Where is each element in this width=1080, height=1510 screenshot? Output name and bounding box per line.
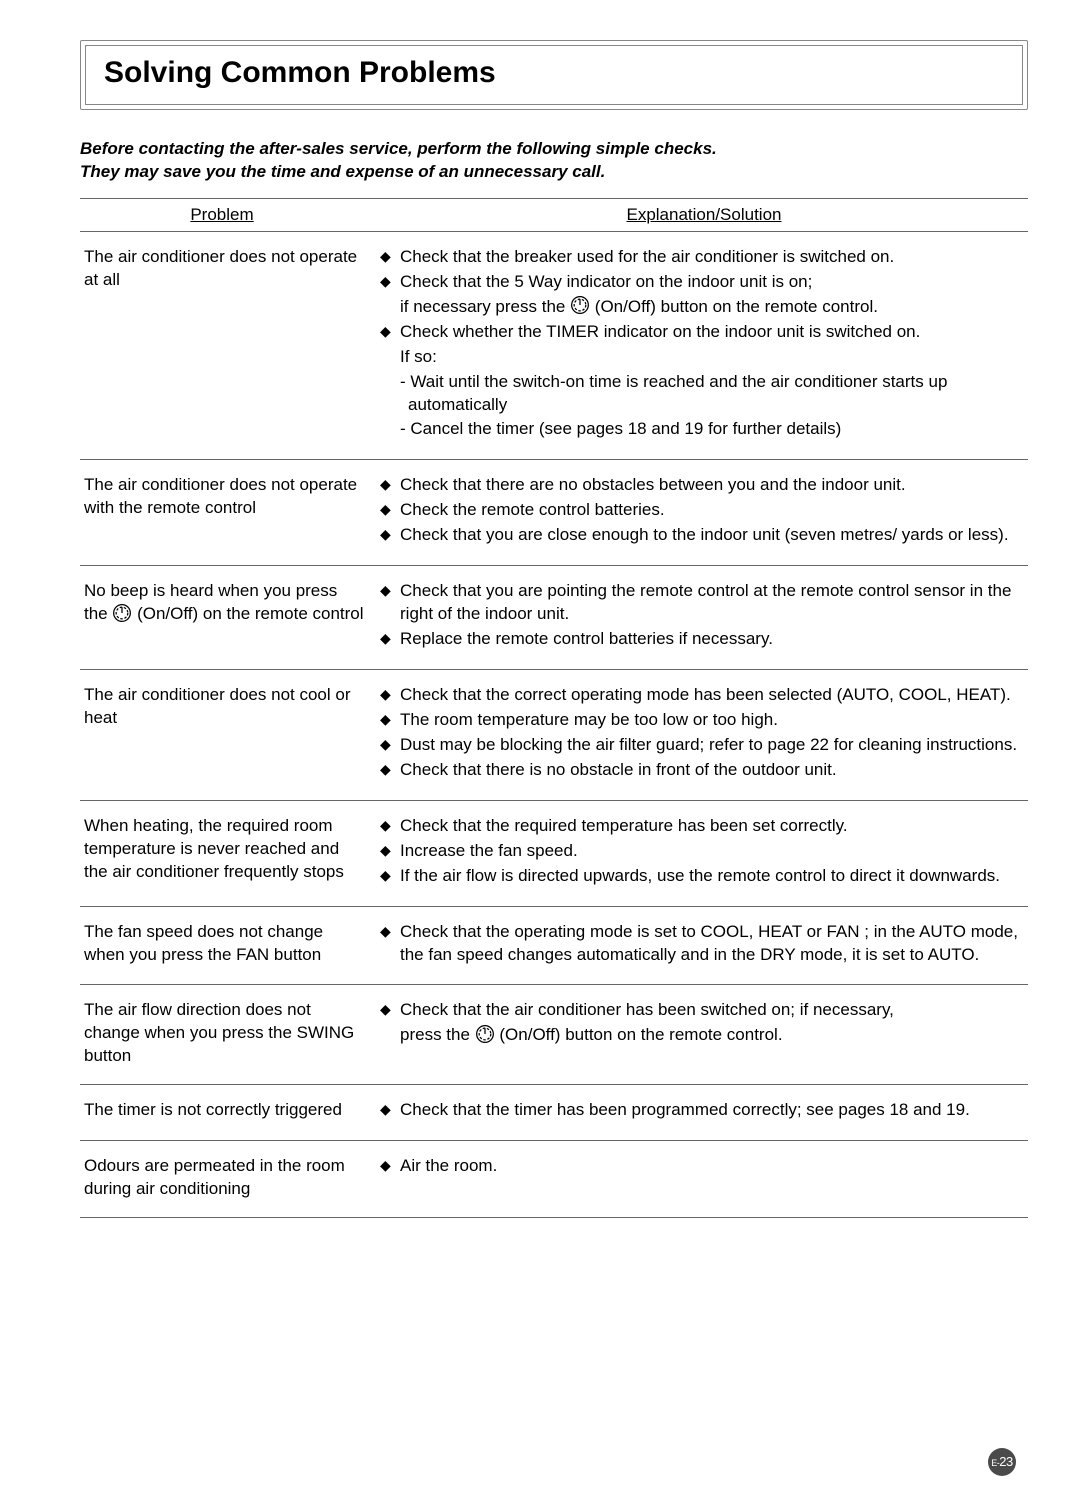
solution-cell: Check that the operating mode is set to … <box>380 921 1028 969</box>
bullet-item: Check that there are no obstacles betwee… <box>380 474 1028 497</box>
problem-cell: The air conditioner does not operate at … <box>80 246 380 444</box>
table-row: No beep is heard when you press the (On/… <box>80 566 1028 670</box>
bullet-item: Check that the timer has been programmed… <box>380 1099 1028 1122</box>
problem-cell: No beep is heard when you press the (On/… <box>80 580 380 653</box>
solution-cell: Check that the breaker used for the air … <box>380 246 1028 444</box>
problem-cell: The air conditioner does not operate wit… <box>80 474 380 549</box>
intro-line-2: They may save you the time and expense o… <box>80 161 1028 184</box>
bullet-item: Check that you are close enough to the i… <box>380 524 1028 547</box>
bullet-item: Check the remote control batteries. <box>380 499 1028 522</box>
line-text-post: (On/Off) button on the remote control. <box>495 1025 783 1044</box>
bullet-item: Check that the 5 Way indicator on the in… <box>380 271 1028 294</box>
table-row: When heating, the required room temperat… <box>80 801 1028 907</box>
problem-cell: The timer is not correctly triggered <box>80 1099 380 1124</box>
title-box: Solving Common Problems <box>85 45 1023 105</box>
table-row: The fan speed does not change when you p… <box>80 907 1028 986</box>
solution-list: Check that you are pointing the remote c… <box>380 580 1028 651</box>
page-title: Solving Common Problems <box>104 56 1004 90</box>
solution-cell: Air the room. <box>380 1155 1028 1201</box>
solution-cell: Check that there are no obstacles betwee… <box>380 474 1028 549</box>
solution-list: Check that there are no obstacles betwee… <box>380 474 1028 547</box>
problem-cell: The air conditioner does not cool or hea… <box>80 684 380 784</box>
solution-cell: Check that you are pointing the remote c… <box>380 580 1028 653</box>
table-row: The air conditioner does not operate wit… <box>80 460 1028 566</box>
solution-cell: Check that the air conditioner has been … <box>380 999 1028 1068</box>
intro-text: Before contacting the after-sales servic… <box>80 138 1028 184</box>
solution-list: Check that the correct operating mode ha… <box>380 684 1028 782</box>
bullet-item: Check whether the TIMER indicator on the… <box>380 321 1028 344</box>
bullet-item: Check that the operating mode is set to … <box>380 921 1028 967</box>
table-row: The air conditioner does not cool or hea… <box>80 670 1028 801</box>
problem-text: (On/Off) on the remote control <box>132 604 363 623</box>
table-row: Odours are permeated in the room during … <box>80 1141 1028 1218</box>
line-text-pre: press the <box>400 1025 475 1044</box>
solution-list: Check that the timer has been programmed… <box>380 1099 1028 1122</box>
onoff-icon <box>112 603 132 623</box>
onoff-icon <box>475 1024 495 1044</box>
problem-cell: The air flow direction does not change w… <box>80 999 380 1068</box>
line-text-pre: if necessary press the <box>400 297 570 316</box>
sub-dash: - Wait until the switch-on time is reach… <box>388 371 1028 417</box>
table-row: The timer is not correctly triggeredChec… <box>80 1085 1028 1141</box>
header-solution: Explanation/Solution <box>380 205 1028 225</box>
bullet-item: Air the room. <box>380 1155 1028 1178</box>
bullet-item: Check that the required temperature has … <box>380 815 1028 838</box>
bullet-item: Dust may be blocking the air filter guar… <box>380 734 1028 757</box>
solution-list: Check that the air conditioner has been … <box>380 999 1028 1047</box>
line-text-post: (On/Off) button on the remote control. <box>590 297 878 316</box>
bullet-item: Check that the correct operating mode ha… <box>380 684 1028 707</box>
solution-cell: Check that the timer has been programmed… <box>380 1099 1028 1124</box>
bullet-item: The room temperature may be too low or t… <box>380 709 1028 732</box>
solution-list: Check that the required temperature has … <box>380 815 1028 888</box>
solution-list: Air the room. <box>380 1155 1028 1178</box>
bullet-item: Increase the fan speed. <box>380 840 1028 863</box>
intro-line-1: Before contacting the after-sales servic… <box>80 138 1028 161</box>
bullet-item: Check that you are pointing the remote c… <box>380 580 1028 626</box>
troubleshooting-table: The air conditioner does not operate at … <box>80 232 1028 1218</box>
solution-list: Check that the operating mode is set to … <box>380 921 1028 967</box>
page-num: 23 <box>999 1454 1012 1469</box>
sub-dash: - Cancel the timer (see pages 18 and 19 … <box>388 418 1028 441</box>
problem-cell: Odours are permeated in the room during … <box>80 1155 380 1201</box>
table-row: The air flow direction does not change w… <box>80 985 1028 1085</box>
sub-line: press the (On/Off) button on the remote … <box>380 1024 1028 1047</box>
table-header: Problem Explanation/Solution <box>80 198 1028 232</box>
bullet-item: Check that the breaker used for the air … <box>380 246 1028 269</box>
problem-cell: When heating, the required room temperat… <box>80 815 380 890</box>
solution-list: Check that the breaker used for the air … <box>380 246 1028 442</box>
title-frame: Solving Common Problems <box>80 40 1028 110</box>
solution-cell: Check that the correct operating mode ha… <box>380 684 1028 784</box>
problem-cell: The fan speed does not change when you p… <box>80 921 380 969</box>
table-row: The air conditioner does not operate at … <box>80 232 1028 461</box>
onoff-icon <box>570 295 590 315</box>
bullet-item: Replace the remote control batteries if … <box>380 628 1028 651</box>
sub-line: If so: <box>380 346 1028 369</box>
header-problem: Problem <box>80 205 380 225</box>
page-number-badge: E-23 <box>988 1448 1016 1476</box>
bullet-item: Check that the air conditioner has been … <box>380 999 1028 1022</box>
bullet-item: If the air flow is directed upwards, use… <box>380 865 1028 888</box>
bullet-item: Check that there is no obstacle in front… <box>380 759 1028 782</box>
solution-cell: Check that the required temperature has … <box>380 815 1028 890</box>
sub-line: if necessary press the (On/Off) button o… <box>380 296 1028 319</box>
